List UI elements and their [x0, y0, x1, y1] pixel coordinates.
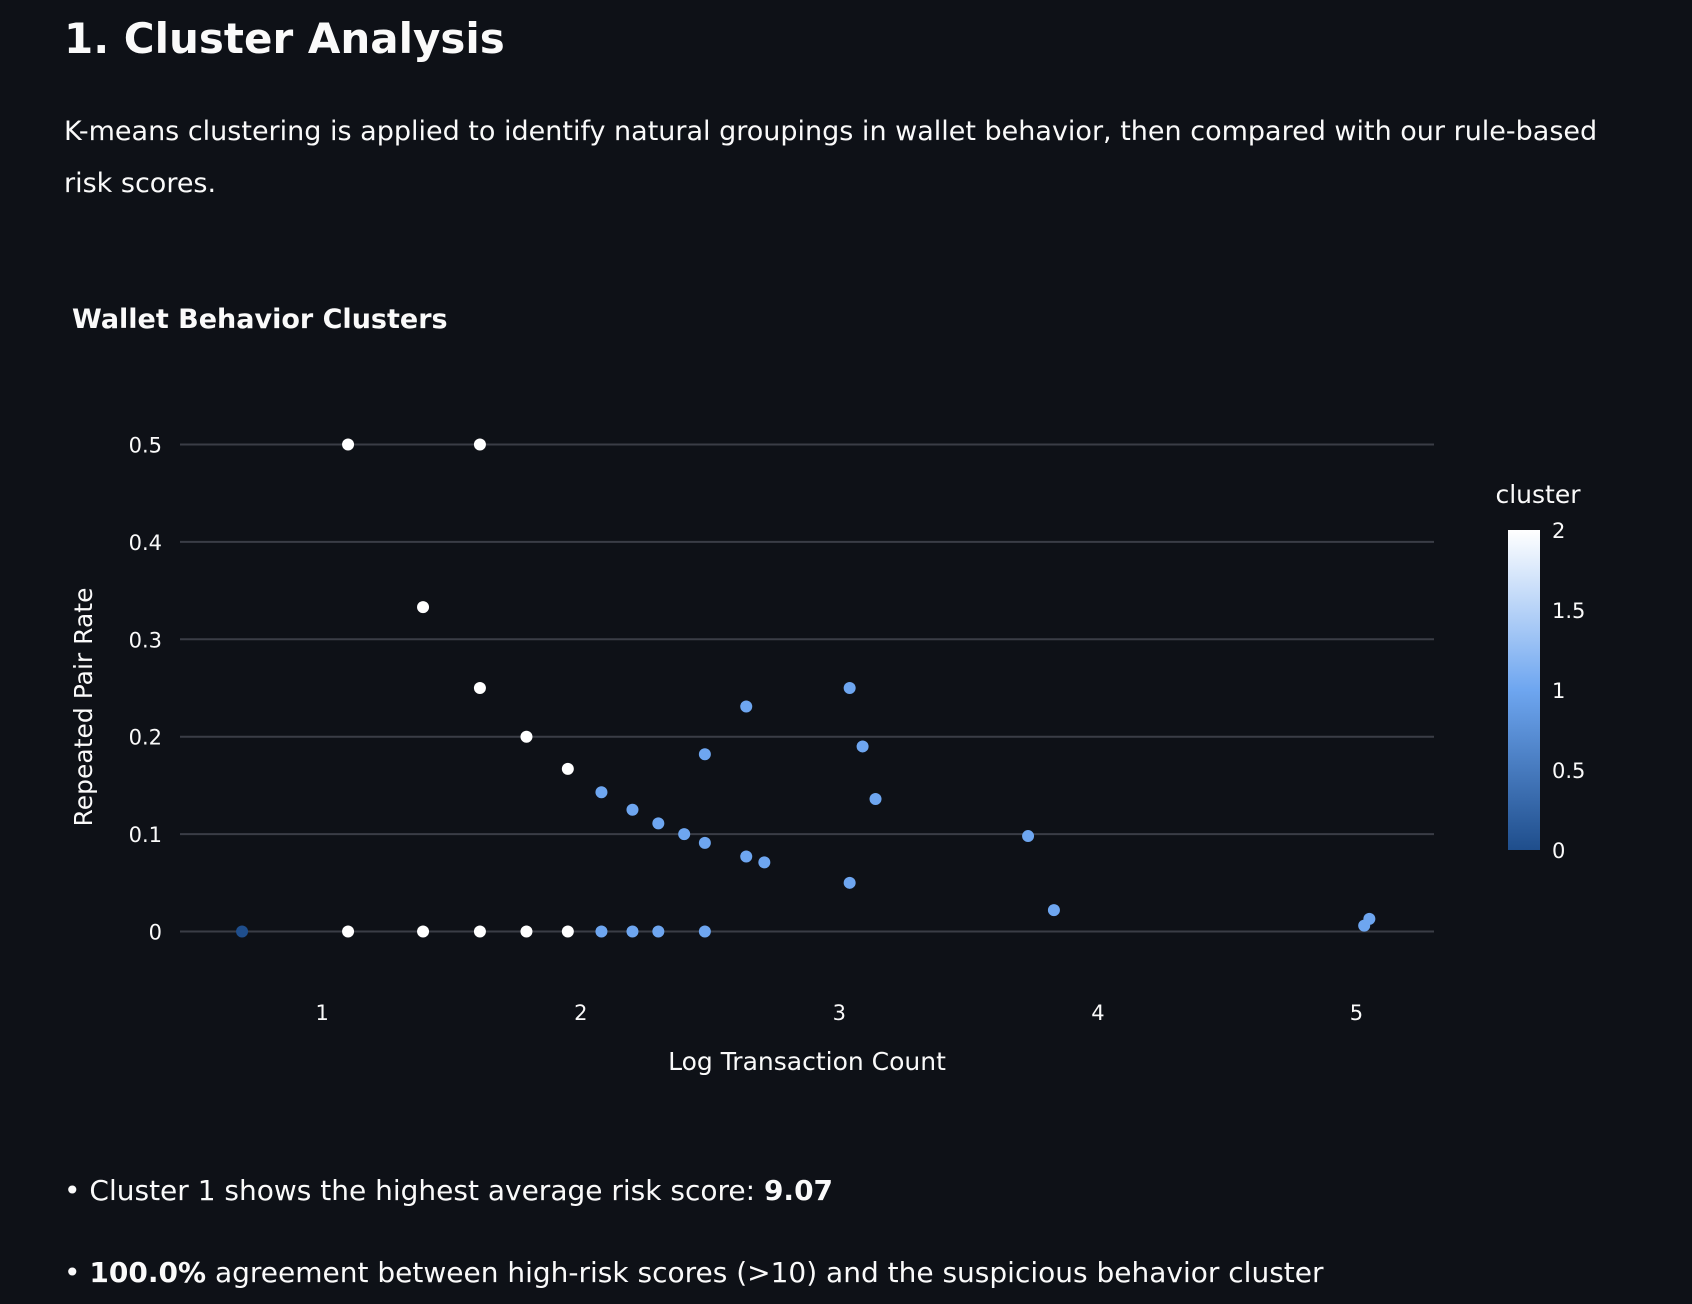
data-point-cluster-1 [758, 856, 771, 869]
data-point-cluster-1 [652, 817, 665, 830]
data-point-cluster-1 [652, 925, 665, 938]
y-axis-ticks: 0 0.1 0.2 0.3 0.4 0.5 [129, 433, 162, 944]
colorbar-tick-label: 1.5 [1552, 599, 1585, 623]
y-tick-label: 0.3 [129, 628, 162, 652]
y-tick-label: 0.1 [129, 823, 162, 847]
data-point-cluster-2 [473, 682, 486, 694]
data-point-cluster-1 [595, 925, 608, 938]
data-point-cluster-2 [520, 925, 533, 938]
data-point-cluster-1 [869, 793, 882, 806]
data-point-cluster-1 [698, 836, 711, 849]
data-point-cluster-1 [843, 876, 856, 889]
colorbar-gradient [1508, 530, 1540, 850]
scatter-chart: Wallet Behavior Clusters 0 0.1 0.2 0.3 0.4 0.… [0, 290, 1692, 1110]
x-tick-label: 5 [1350, 1001, 1363, 1025]
data-point-cluster-1 [595, 786, 608, 799]
y-tick-label: 0 [149, 921, 162, 945]
data-point-cluster-1 [843, 682, 856, 694]
data-point-cluster-1 [1363, 912, 1376, 925]
data-point-cluster-1 [740, 850, 753, 863]
data-point-cluster-2 [417, 601, 430, 614]
x-axis-ticks: 1 2 3 4 5 [316, 1001, 1364, 1025]
y-tick-label: 0.4 [129, 531, 162, 555]
bullet-highlight: 9.07 [763, 1174, 834, 1207]
data-point-cluster-1 [698, 925, 711, 938]
data-point-cluster-1 [740, 700, 753, 713]
insight-bullet-highest-risk: • Cluster 1 shows the highest average ri… [64, 1174, 833, 1207]
data-point-cluster-2 [342, 438, 355, 451]
colorbar-tick-label: 0 [1552, 839, 1565, 863]
data-point-cluster-2 [520, 730, 533, 743]
x-tick-label: 1 [316, 1001, 329, 1025]
y-tick-label: 0.2 [129, 726, 162, 750]
data-point-cluster-1 [856, 740, 869, 753]
data-points [236, 438, 1376, 938]
data-point-cluster-1 [1047, 904, 1060, 917]
data-point-cluster-1 [626, 925, 639, 938]
data-point-cluster-1 [698, 748, 711, 761]
x-axis-label: Log Transaction Count [668, 1047, 946, 1076]
bullet-text: • Cluster 1 shows the highest average ri… [64, 1174, 764, 1207]
y-axis-label: Repeated Pair Rate [69, 588, 98, 827]
data-point-cluster-2 [342, 925, 355, 938]
y-tick-label: 0.5 [129, 433, 162, 457]
bullet-highlight: 100.0% [89, 1256, 207, 1289]
data-point-cluster-1 [1022, 830, 1035, 843]
colorbar-title: cluster [1495, 480, 1581, 509]
scatter-chart-svg: Wallet Behavior Clusters 0 0.1 0.2 0.3 0.4 0.… [69, 304, 1585, 1076]
data-point-cluster-2 [473, 438, 486, 451]
colorbar-tick-label: 2 [1552, 519, 1565, 543]
insight-bullet-agreement: • 100.0% agreement between high-risk sco… [64, 1256, 1324, 1289]
data-point-cluster-2 [473, 925, 486, 938]
data-point-cluster-2 [417, 925, 430, 938]
colorbar-legend: cluster 0 0.5 1 1.5 2 [1495, 480, 1585, 863]
page-title: 1. Cluster Analysis [64, 14, 505, 63]
x-tick-label: 3 [833, 1001, 846, 1025]
chart-title: Wallet Behavior Clusters [72, 304, 448, 335]
data-point-cluster-2 [561, 925, 574, 938]
data-point-cluster-1 [626, 803, 639, 816]
data-point-cluster-2 [561, 762, 574, 775]
data-point-cluster-1 [678, 828, 691, 841]
bullet-text-suffix: agreement between high-risk scores (>10)… [206, 1256, 1324, 1289]
intro-paragraph: K-means clustering is applied to identif… [64, 116, 1598, 199]
grid-lines [180, 443, 1434, 933]
x-tick-label: 2 [574, 1001, 587, 1025]
colorbar-ticks: 0 0.5 1 1.5 2 [1552, 519, 1585, 863]
colorbar-tick-label: 0.5 [1552, 759, 1585, 783]
x-tick-label: 4 [1091, 1001, 1104, 1025]
data-point-cluster-0 [236, 925, 249, 938]
bullet-text: • [64, 1256, 90, 1289]
colorbar-tick-label: 1 [1552, 679, 1565, 703]
